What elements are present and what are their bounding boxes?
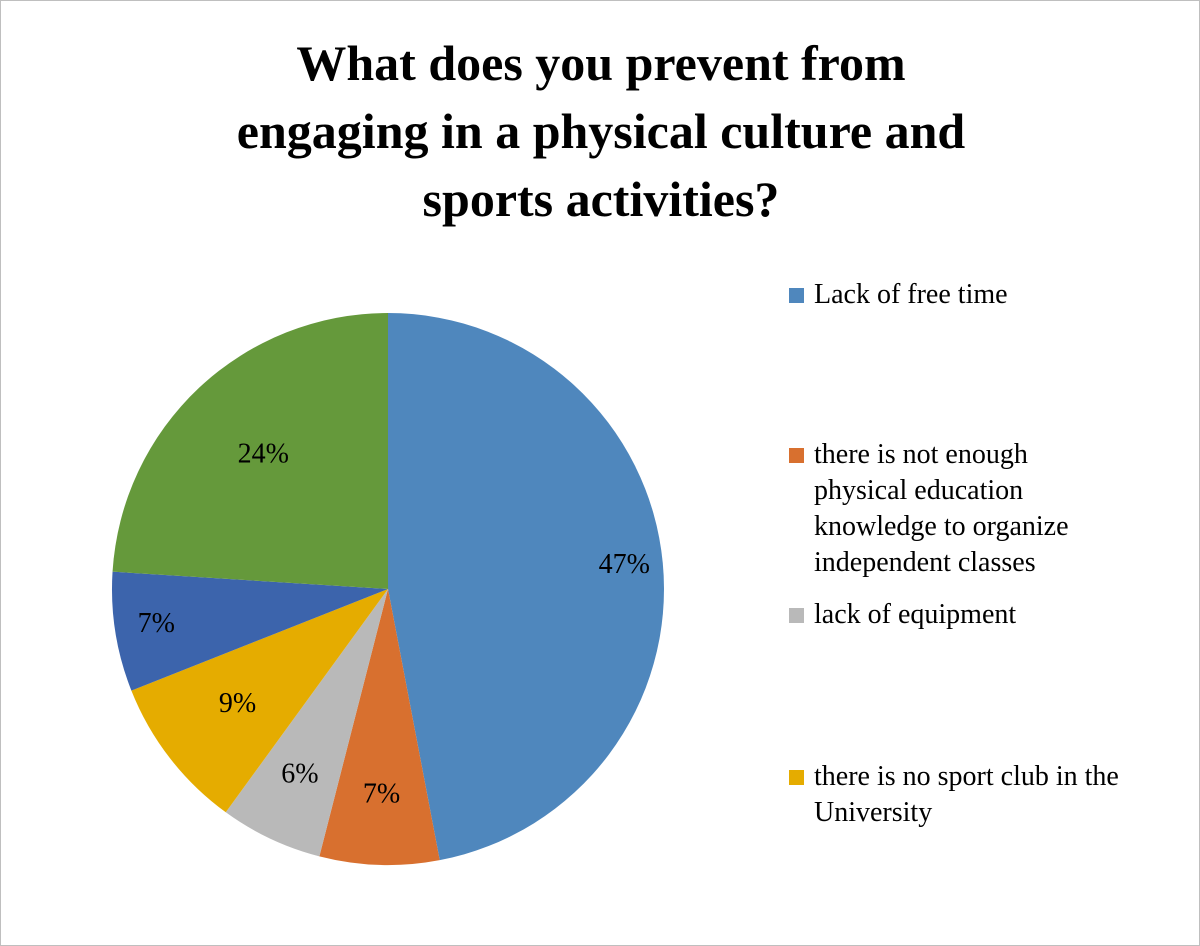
- slice-label: 6%: [281, 759, 318, 790]
- slice-label: 9%: [219, 688, 256, 719]
- legend-item-not-enough-knowledge: there is not enough physical education k…: [789, 437, 1189, 581]
- legend-swatch: [789, 608, 804, 623]
- pie-slice: [388, 313, 665, 861]
- pie-slice: [319, 589, 440, 865]
- chart-title: What does you prevent from engaging in a…: [236, 35, 966, 227]
- legend-item-lack-of-free-time: Lack of free time: [789, 277, 1189, 313]
- legend-item-no-sport-club: there is no sport club in the University: [789, 759, 1189, 831]
- slice-label: 7%: [363, 778, 400, 809]
- legend-swatch: [789, 770, 804, 785]
- legend-item-lack-of-equipment: lack of equipment: [789, 597, 1189, 633]
- legend-swatch: [789, 448, 804, 463]
- pie-slice: [131, 589, 388, 813]
- legend-label: lack of equipment: [814, 599, 1017, 630]
- slice-label: 47%: [599, 549, 650, 580]
- pie-slice: [225, 589, 388, 857]
- pie-slice: [112, 571, 389, 691]
- legend-label: Lack of free time: [814, 279, 1008, 310]
- pie-slice: [112, 313, 389, 589]
- legend-label: there is no sport club in the University: [814, 761, 1119, 828]
- slice-label: 24%: [238, 439, 289, 470]
- slice-label: 7%: [138, 608, 175, 639]
- legend-swatch: [789, 288, 804, 303]
- legend-label: there is not enough physical education k…: [814, 439, 1069, 578]
